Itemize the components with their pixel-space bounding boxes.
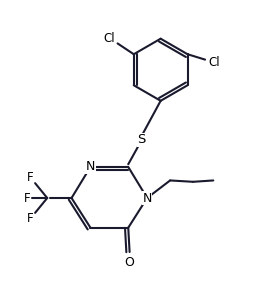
Text: F: F — [26, 212, 33, 225]
Text: S: S — [137, 133, 146, 147]
Text: O: O — [125, 256, 134, 269]
Text: N: N — [143, 192, 152, 204]
Text: Cl: Cl — [104, 31, 115, 45]
Text: N: N — [86, 160, 95, 173]
Text: F: F — [24, 192, 30, 204]
Text: Cl: Cl — [209, 56, 220, 69]
Text: F: F — [26, 171, 33, 184]
